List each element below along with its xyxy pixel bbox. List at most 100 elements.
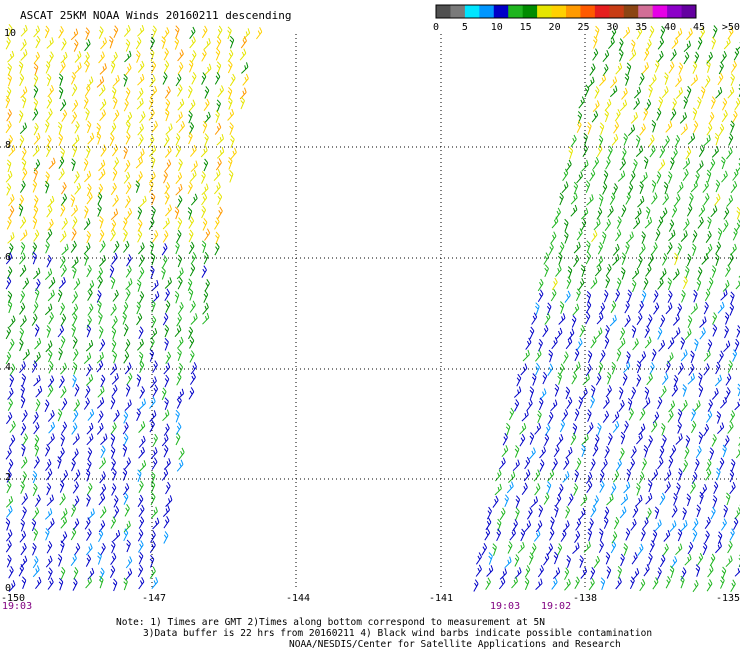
wind-barb xyxy=(702,180,709,193)
wind-barb xyxy=(630,112,638,124)
wind-barb xyxy=(694,51,700,65)
wind-barb xyxy=(5,496,14,508)
wind-barb xyxy=(591,229,598,243)
wind-barb xyxy=(176,459,184,472)
wind-barb xyxy=(616,277,622,291)
wind-barb xyxy=(204,111,211,124)
wind-barb xyxy=(204,228,211,241)
wind-barb xyxy=(645,98,652,112)
wind-barb xyxy=(582,373,590,386)
wind-barb xyxy=(149,540,156,553)
wind-barb xyxy=(20,229,28,241)
wind-barb xyxy=(705,468,712,481)
wind-barb xyxy=(150,376,157,389)
wind-barb xyxy=(84,170,92,183)
wind-barb xyxy=(87,280,95,293)
wind-barb xyxy=(215,47,221,61)
wind-barb xyxy=(83,242,91,255)
colorbar-segment xyxy=(566,5,581,18)
wind-barb xyxy=(189,263,196,277)
wind-barb xyxy=(485,577,491,590)
wind-barb xyxy=(45,119,50,133)
wind-barb xyxy=(163,531,169,544)
wind-barb xyxy=(60,264,67,277)
wind-barb xyxy=(5,517,11,531)
wind-barb xyxy=(697,552,704,566)
wind-barb xyxy=(543,492,550,505)
wind-barb xyxy=(6,108,12,122)
wind-barb xyxy=(684,265,690,279)
wind-barb xyxy=(60,51,68,64)
wind-barb xyxy=(481,543,488,556)
wind-barb xyxy=(32,542,37,556)
wind-barb xyxy=(164,288,170,302)
wind-barb xyxy=(163,516,170,529)
wind-barb xyxy=(19,361,26,374)
wind-barb xyxy=(32,411,39,424)
wind-barb xyxy=(677,243,683,256)
wind-barb xyxy=(46,494,54,507)
wind-barb xyxy=(693,120,699,133)
wind-barb xyxy=(201,240,207,254)
wind-barb xyxy=(627,289,632,303)
wind-barb xyxy=(633,97,640,110)
wind-barb xyxy=(492,543,497,556)
wind-barb xyxy=(5,276,12,290)
wind-barb xyxy=(607,205,614,218)
wind-barb xyxy=(580,218,587,231)
colorbar-segment xyxy=(652,5,668,18)
wind-barb xyxy=(687,541,694,555)
x-tick-label: -147 xyxy=(142,593,166,604)
wind-barb xyxy=(672,313,680,326)
wind-barb xyxy=(717,227,723,241)
wind-barb xyxy=(734,507,740,520)
wind-barb xyxy=(113,240,120,253)
wind-barb xyxy=(60,508,68,520)
wind-barb xyxy=(33,132,41,145)
wind-barb xyxy=(584,84,590,98)
wind-barb xyxy=(612,243,620,256)
wind-barb xyxy=(165,351,172,364)
wind-barb xyxy=(652,577,659,590)
wind-barb xyxy=(585,311,591,325)
wind-barb xyxy=(684,328,692,341)
wind-barb xyxy=(137,494,144,508)
wind-barb xyxy=(86,528,92,541)
wind-barb xyxy=(123,98,129,112)
wind-barb xyxy=(516,373,522,387)
wind-barb xyxy=(686,493,691,507)
wind-barb xyxy=(535,520,543,533)
wind-barb xyxy=(96,76,105,88)
wind-barb xyxy=(7,23,13,37)
wind-barb xyxy=(648,134,655,147)
time-label: 19:03 xyxy=(2,601,32,612)
wind-barb xyxy=(548,349,553,363)
wind-barb xyxy=(671,37,679,50)
wind-barb xyxy=(623,543,628,556)
wind-barb xyxy=(610,27,617,40)
wind-barb xyxy=(21,443,26,457)
wind-barb xyxy=(690,180,698,193)
wind-barb xyxy=(526,398,533,411)
wind-barb xyxy=(177,254,183,268)
wind-barb xyxy=(34,324,40,337)
wind-barb xyxy=(531,543,537,556)
wind-barb xyxy=(590,458,596,471)
wind-barb xyxy=(708,277,714,291)
wind-barb xyxy=(136,374,142,387)
wind-barb xyxy=(657,216,664,229)
wind-barb xyxy=(639,123,646,136)
wind-barb xyxy=(705,458,712,472)
wind-barb xyxy=(202,302,209,315)
wind-barb xyxy=(138,504,145,517)
wind-barb xyxy=(586,291,592,304)
y-tick-labels: 0 2 4 6 8 10 xyxy=(4,28,16,594)
colorbar-segment xyxy=(551,5,567,18)
wind-barb xyxy=(611,361,616,375)
wind-barb xyxy=(190,193,198,206)
wind-barb xyxy=(633,86,642,99)
wind-barb xyxy=(699,491,704,505)
wind-barb xyxy=(625,241,630,255)
wind-barb xyxy=(606,566,612,579)
x-tick-label: -150 xyxy=(1,593,25,604)
